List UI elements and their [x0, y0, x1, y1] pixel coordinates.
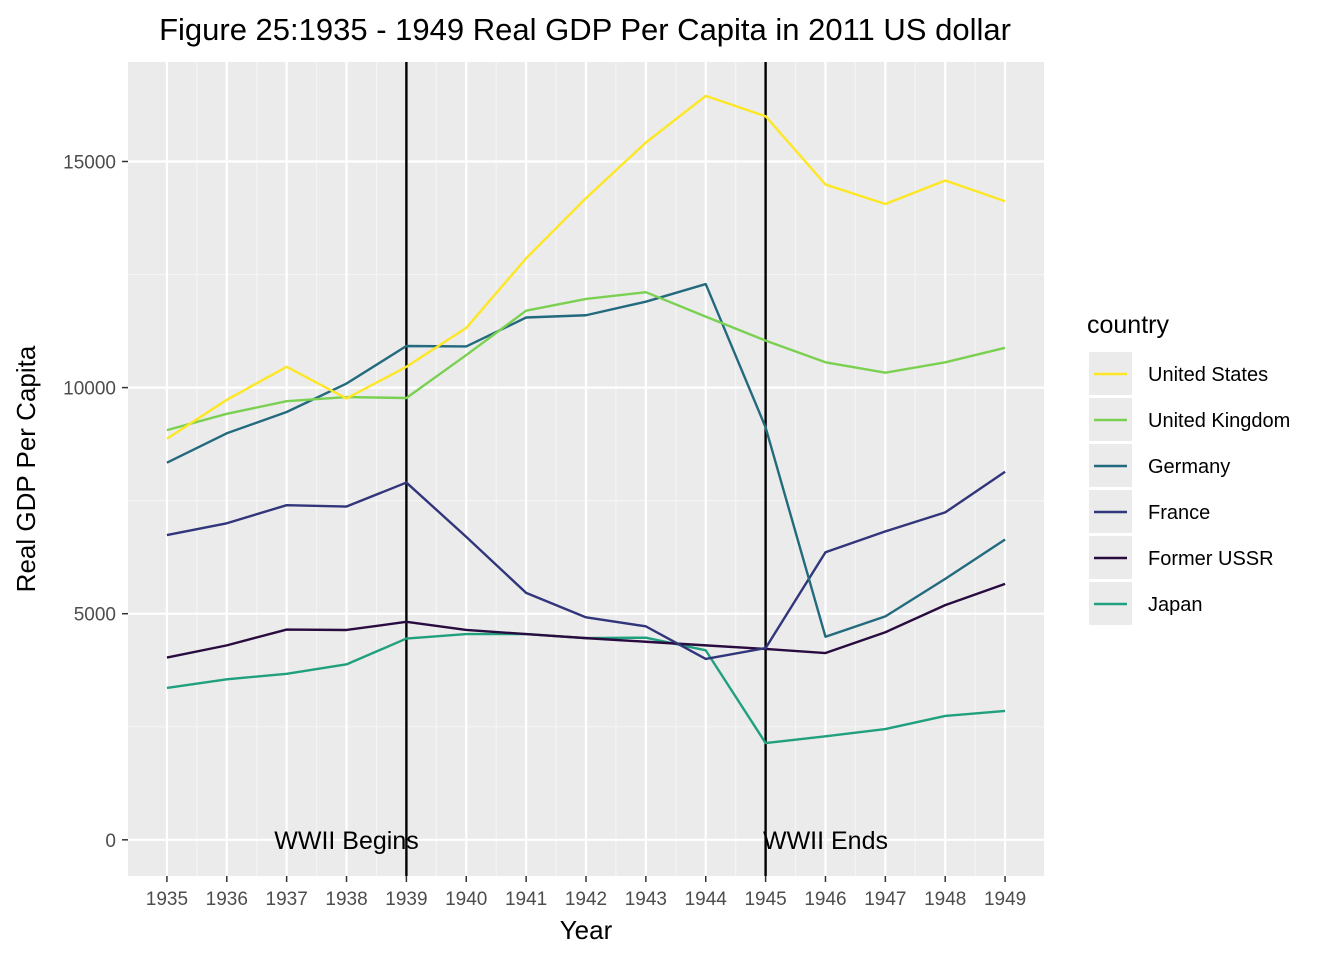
series-line-united-states	[166, 94, 1006, 440]
annotations: WWII Begins WWII Ends	[274, 827, 888, 855]
series-line-germany	[166, 282, 1006, 638]
series-lines	[166, 94, 1006, 745]
x-tick-label: 1938	[325, 889, 367, 910]
legend-label: Former USSR	[1148, 548, 1274, 570]
x-axis-ticks: 1935 1936 1937 1938 1939 1940 1941 1942 1943 1944…	[146, 876, 1026, 910]
x-tick-label: 1947	[864, 889, 906, 910]
x-tick-label: 1937	[266, 889, 308, 910]
series-line-former-ussr	[166, 582, 1006, 659]
x-axis-title: Year	[560, 915, 613, 945]
legend-label: France	[1148, 502, 1210, 524]
x-tick-label: 1945	[744, 889, 786, 910]
legend-title: country	[1087, 311, 1169, 339]
y-tick-label: 5000	[74, 605, 116, 626]
x-tick-label: 1939	[385, 889, 427, 910]
legend-label: Germany	[1148, 456, 1230, 478]
y-axis-ticks: 0 5000 10000 15000	[63, 152, 128, 852]
y-tick-label: 10000	[63, 379, 116, 400]
x-tick-label: 1940	[445, 889, 487, 910]
x-tick-label: 1942	[565, 889, 607, 910]
legend-label: United States	[1148, 364, 1268, 386]
chart-title: Figure 25:1935 - 1949 Real GDP Per Capit…	[159, 12, 1011, 47]
x-tick-label: 1936	[206, 889, 248, 910]
legend-label: United Kingdom	[1148, 410, 1290, 432]
series-line-united-kingdom	[166, 290, 1006, 432]
y-tick-label: 0	[105, 831, 116, 852]
x-tick-label: 1944	[685, 889, 728, 910]
series-line-france	[166, 470, 1006, 661]
legend: country United States United Kingdom Germa…	[1087, 311, 1290, 625]
y-axis-title: Real GDP Per Capita	[11, 345, 41, 592]
x-tick-label: 1935	[146, 889, 188, 910]
x-tick-label: 1941	[505, 889, 547, 910]
x-tick-label: 1948	[924, 889, 966, 910]
x-tick-label: 1949	[984, 889, 1026, 910]
event-label: WWII Begins	[274, 827, 418, 855]
x-tick-label: 1943	[625, 889, 667, 910]
event-label: WWII Ends	[763, 827, 888, 855]
x-tick-label: 1946	[804, 889, 846, 910]
y-tick-label: 15000	[63, 152, 116, 173]
legend-label: Japan	[1148, 594, 1203, 616]
event-lines	[405, 62, 767, 876]
